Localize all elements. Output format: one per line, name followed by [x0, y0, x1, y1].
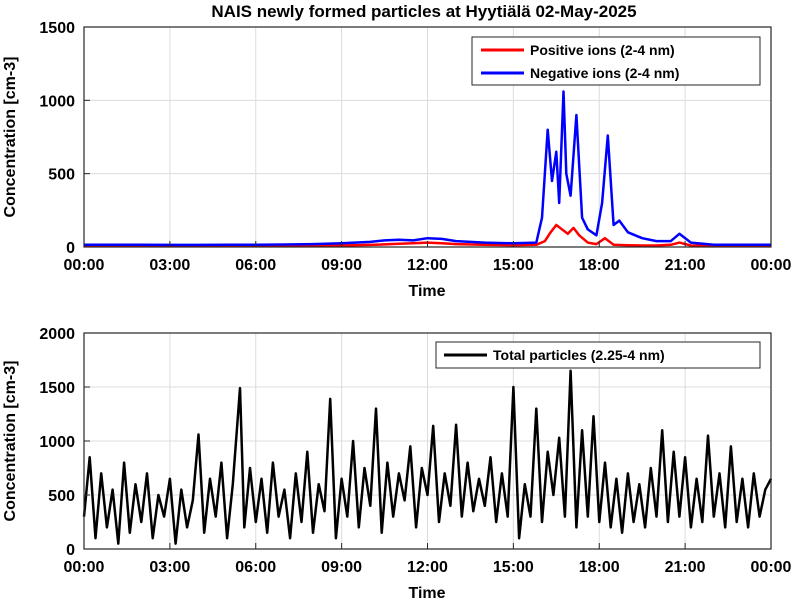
x-tick-label: 21:00	[665, 257, 706, 274]
top-tick-labels: 00:00 03:00 06:00 09:00 12:00 15:00 18:00 21:00…	[39, 20, 791, 274]
x-tick-label: 06:00	[235, 257, 276, 274]
y-tick-label: 500	[48, 488, 75, 505]
y-tick-label: 1000	[39, 93, 75, 110]
legend-label-total: Total particles (2.25-4 nm)	[493, 347, 665, 363]
bottom-series-lines	[82, 369, 773, 545]
y-tick-label: 0	[66, 240, 75, 257]
top-legend: Positive ions (2-4 nm) Negative ions (2-…	[471, 36, 761, 86]
x-tick-label: 00:00	[64, 559, 105, 576]
series-line-1-0	[82, 369, 773, 545]
x-tick-label: 21:00	[665, 559, 706, 576]
legend-label-positive: Positive ions (2-4 nm)	[530, 42, 675, 58]
x-tick-label: 12:00	[407, 559, 448, 576]
x-tick-label: 09:00	[321, 559, 362, 576]
top-ylabel: Concentration [cm-3]	[2, 57, 19, 218]
y-tick-label: 1500	[39, 20, 75, 37]
x-tick-label: 15:00	[493, 559, 534, 576]
top-series-lines	[84, 90, 772, 248]
x-tick-label: 03:00	[149, 559, 190, 576]
x-tick-label: 00:00	[751, 559, 792, 576]
y-tick-label: 1500	[39, 380, 75, 397]
x-tick-label: 06:00	[235, 559, 276, 576]
chart-title: NAIS newly formed particles at Hyytiälä …	[211, 2, 636, 21]
top-panel: 00:00 03:00 06:00 09:00 12:00 15:00 18:00 21:00…	[2, 20, 792, 300]
x-tick-label: 18:00	[579, 559, 620, 576]
series-line-0-1	[84, 90, 771, 247]
bottom-tick-labels: 00:00 03:00 06:00 09:00 12:00 15:00 18:00 21:00…	[39, 326, 791, 576]
bottom-xlabel: Time	[408, 585, 445, 600]
x-tick-label: 12:00	[407, 257, 448, 274]
y-tick-label: 2000	[39, 326, 75, 343]
top-legend-box	[471, 36, 761, 86]
legend-label-negative: Negative ions (2-4 nm)	[530, 65, 679, 81]
x-tick-label: 00:00	[751, 257, 792, 274]
y-tick-label: 500	[48, 167, 75, 184]
series-line-0-0	[84, 223, 772, 248]
x-tick-label: 15:00	[493, 257, 534, 274]
x-tick-label: 03:00	[149, 257, 190, 274]
bottom-legend: Total particles (2.25-4 nm)	[435, 341, 761, 369]
bottom-legend-box	[435, 341, 761, 369]
x-tick-label: 09:00	[321, 257, 362, 274]
y-tick-label: 0	[66, 542, 75, 559]
bottom-panel: 00:00 03:00 06:00 09:00 12:00 15:00 18:00 21:00…	[2, 326, 792, 600]
y-tick-label: 1000	[39, 434, 75, 451]
x-tick-label: 18:00	[579, 257, 620, 274]
top-xlabel: Time	[408, 283, 445, 300]
bottom-ylabel: Concentration [cm-3]	[2, 361, 19, 522]
x-tick-label: 00:00	[64, 257, 105, 274]
